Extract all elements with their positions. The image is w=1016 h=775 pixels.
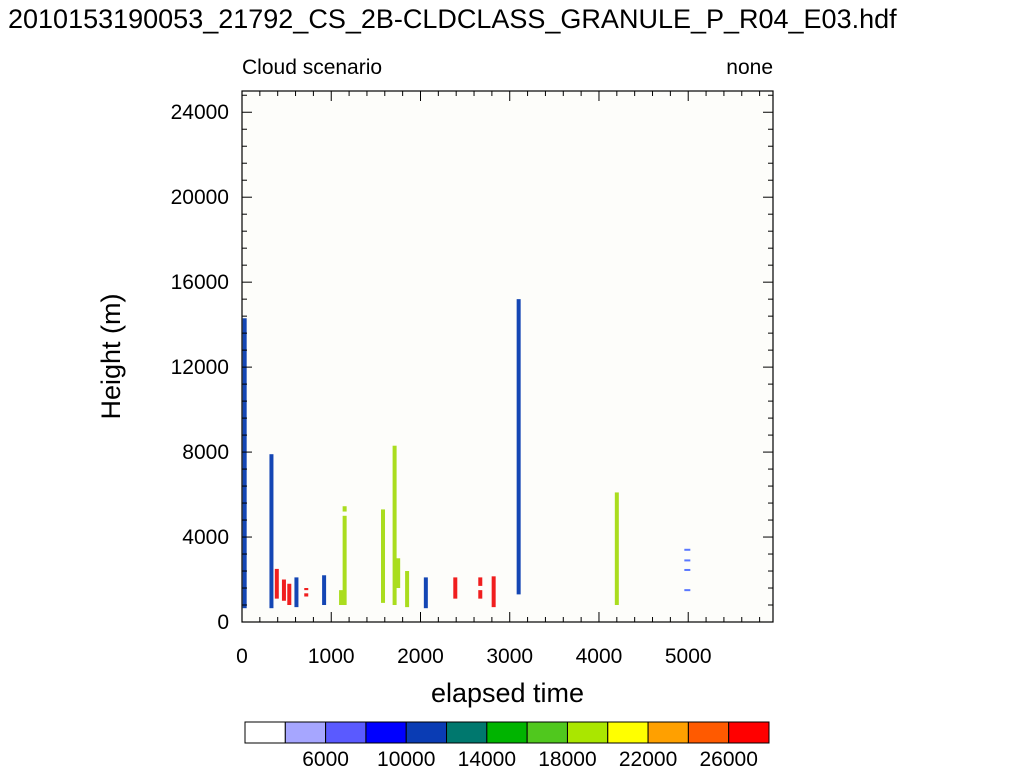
profile-bar	[339, 590, 344, 606]
y-tick-label: 24000	[171, 101, 229, 124]
colorbar-box	[284, 721, 327, 744]
colorbar: 6000 10000 14000 18000 22000 26000	[244, 721, 770, 771]
colorbar-box	[446, 721, 488, 744]
colorbar-box	[405, 721, 448, 744]
profile-bar	[342, 506, 347, 512]
y-tick-label: 16000	[171, 271, 229, 294]
colorbar-label: 18000	[538, 748, 596, 771]
profile-bar	[342, 515, 347, 606]
colorbar-box	[244, 721, 286, 744]
colorbar-box	[687, 721, 730, 744]
colorbar-label: 22000	[619, 748, 677, 771]
colorbar-label: 14000	[458, 748, 516, 771]
y-tick-label: 8000	[182, 441, 229, 464]
x-tick-label: 5000	[665, 645, 712, 668]
colorbar-box	[566, 721, 609, 744]
profile-bar	[322, 575, 327, 606]
x-tick-label: 1000	[308, 645, 355, 668]
profile-bar	[405, 571, 410, 608]
profile-bar	[491, 576, 496, 608]
profile-bar	[396, 558, 401, 589]
profile-bar	[392, 445, 397, 606]
colorbar-box	[526, 721, 568, 744]
profile-bar	[614, 492, 619, 606]
plot-frame	[241, 90, 774, 623]
chart-marks	[242, 299, 691, 609]
colorbar-box	[728, 721, 770, 744]
profile-bar	[304, 588, 309, 591]
x-tick-label: 4000	[576, 645, 623, 668]
y-tick-label: 0	[217, 611, 229, 634]
right-string: none	[726, 56, 773, 79]
colorbar-box	[647, 721, 689, 744]
x-tick-label: 0	[236, 645, 248, 668]
profile-bar	[516, 299, 521, 595]
colorbar-box	[325, 721, 367, 744]
profile-bar	[281, 579, 286, 601]
y-tick-label: 4000	[182, 526, 229, 549]
colorbar-box	[486, 721, 528, 744]
profile-dash	[684, 589, 691, 592]
left-string: Cloud scenario	[242, 56, 382, 79]
profile-bar	[269, 454, 274, 609]
x-axis-title: elapsed time	[431, 678, 584, 708]
colorbar-label: 26000	[699, 748, 757, 771]
profile-bar	[294, 577, 299, 608]
profile-dash	[684, 568, 691, 571]
colorbar-label: 6000	[302, 748, 349, 771]
colorbar-box	[607, 721, 649, 744]
y-tick-label: 12000	[171, 356, 229, 379]
colorbar-label: 10000	[377, 748, 435, 771]
profile-bar	[478, 590, 483, 599]
profile-bar	[287, 583, 292, 606]
profile-bar	[381, 509, 386, 603]
profile-bar	[304, 593, 309, 597]
x-tick-label: 3000	[486, 645, 533, 668]
profile-dash	[684, 548, 691, 551]
profile-dash	[684, 559, 691, 562]
plot-area	[242, 91, 773, 622]
y-axis-title: Height (m)	[96, 293, 126, 419]
profile-bar	[423, 577, 428, 609]
x-tick-label: 2000	[397, 645, 444, 668]
profile-bar	[242, 318, 247, 609]
profile-bar	[478, 577, 483, 586]
page-title: 2010153190053_21792_CS_2B-CLDCLASS_GRANU…	[8, 4, 897, 34]
colorbar-box	[365, 721, 407, 744]
axis-ticks: 0 1000 2000 3000 4000 5000 0 4000 8000 12000 16000…	[171, 91, 773, 668]
y-tick-label: 20000	[171, 186, 229, 209]
profile-bar	[453, 577, 458, 599]
profile-bar	[274, 568, 279, 599]
